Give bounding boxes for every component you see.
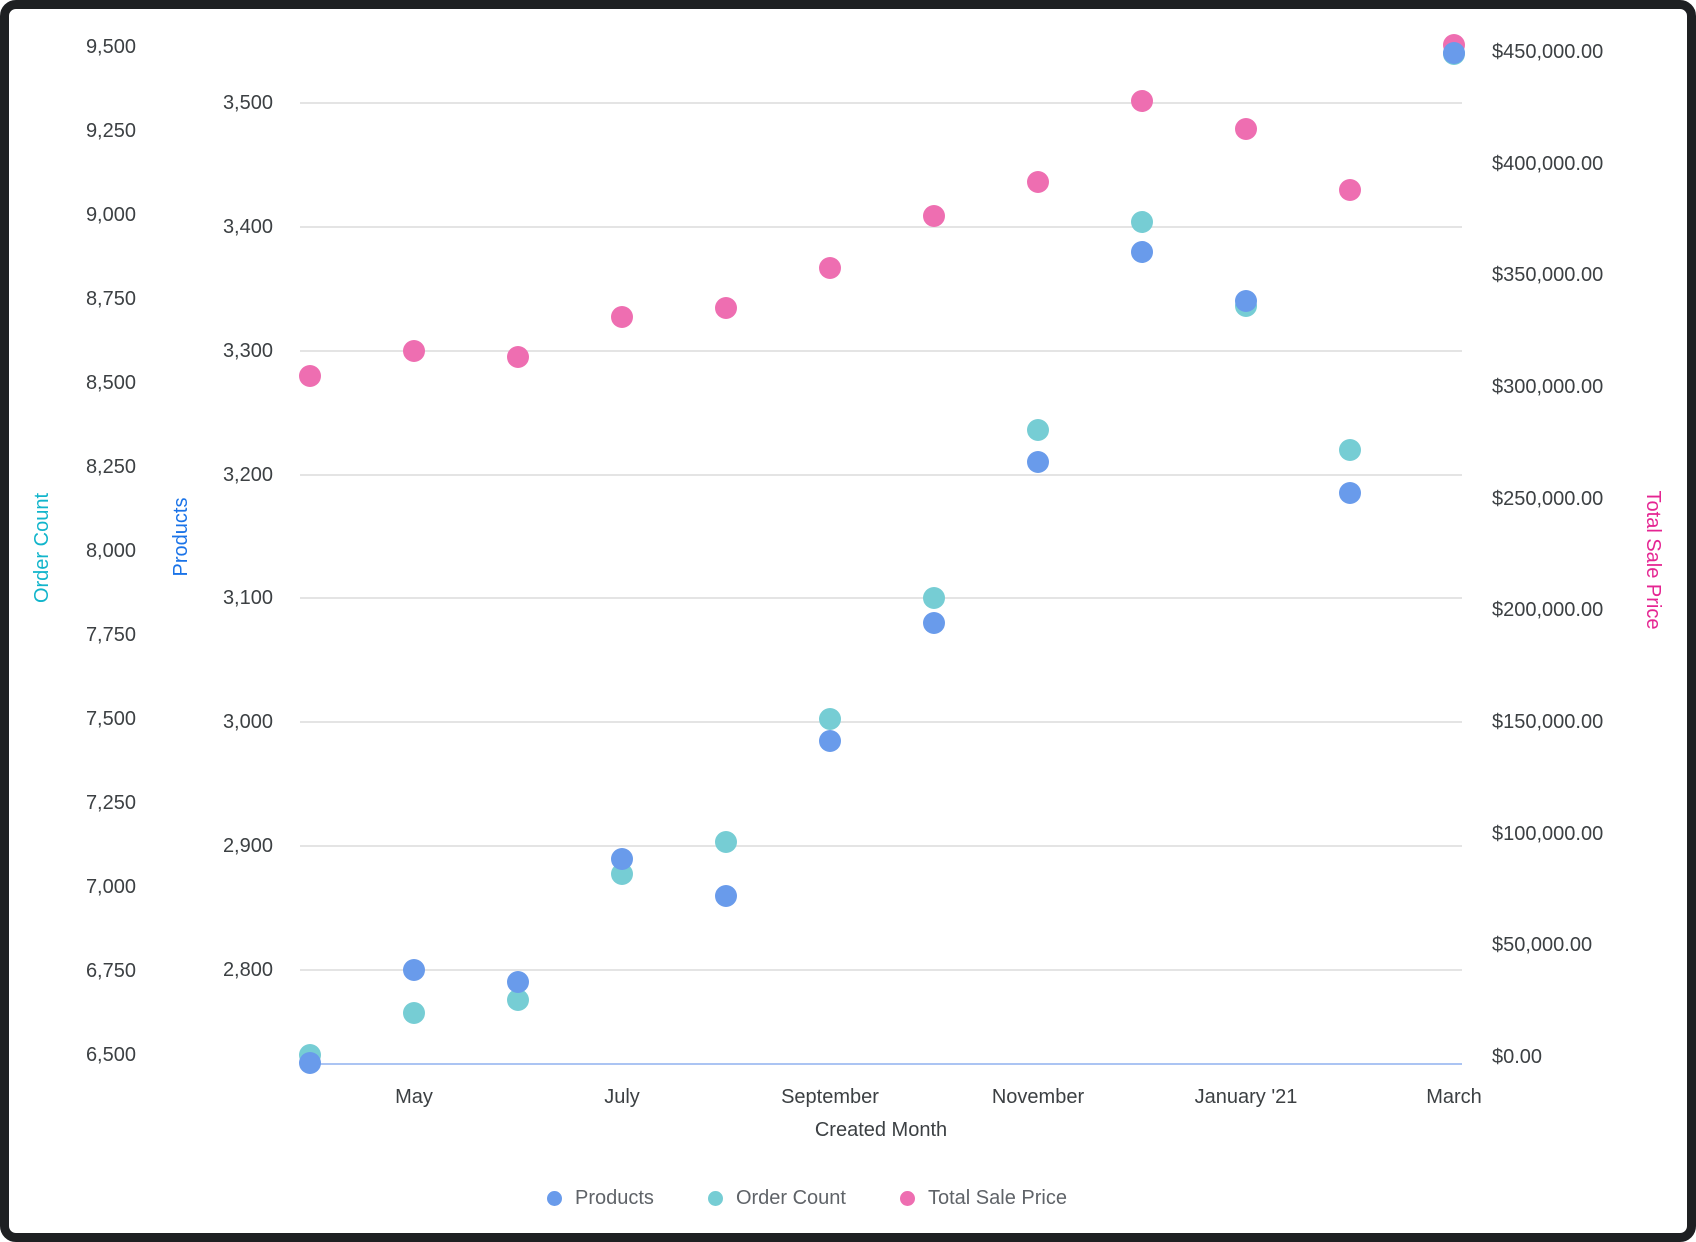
order-count-tick-label: 8,250 (85, 456, 136, 478)
total-sale-price-data-point[interactable] (611, 305, 633, 328)
order-count-tick-label: 7,750 (85, 624, 136, 646)
products-data-point[interactable] (611, 847, 633, 870)
legend-dot-icon (707, 1190, 723, 1206)
products-data-point[interactable] (1443, 42, 1465, 65)
legend-label: Products (575, 1187, 654, 1209)
gridline (300, 102, 1462, 104)
products-data-point[interactable] (819, 729, 841, 752)
x-axis-tick-label: May (395, 1086, 433, 1108)
x-axis-title: Created Month (814, 1119, 948, 1141)
order-count-tick-label: 7,500 (85, 708, 136, 730)
total-sale-price-tick-label: $350,000.00 (1492, 264, 1604, 287)
total-sale-price-data-point[interactable] (819, 256, 841, 279)
order-count-data-point[interactable] (819, 708, 841, 730)
total-sale-price-tick-label: $50,000.00 (1492, 934, 1593, 957)
products-data-point[interactable] (507, 971, 529, 994)
x-axis-tick-label: March (1426, 1086, 1482, 1108)
gridline (300, 721, 1462, 724)
products-data-point[interactable] (1027, 451, 1049, 474)
y-axis-title-products: Products (170, 497, 192, 577)
legend-label: Total Sale Price (928, 1187, 1067, 1209)
products-tick-label: 2,800 (222, 958, 273, 981)
products-tick-label: 3,000 (222, 711, 273, 734)
total-sale-price-tick-label: $150,000.00 (1492, 710, 1604, 733)
gridline (300, 968, 1462, 971)
x-axis-tick-label: January '21 (1194, 1086, 1298, 1108)
legend-item-order-count[interactable]: Order Count (707, 1187, 846, 1209)
total-sale-price-data-point[interactable] (403, 340, 425, 363)
legend-item-products[interactable]: Products (547, 1188, 654, 1208)
total-sale-price-data-point[interactable] (1339, 179, 1361, 202)
total-sale-price-data-point[interactable] (1235, 118, 1257, 141)
legend-dot-icon (900, 1190, 915, 1206)
x-axis-tick-label: July (604, 1086, 640, 1108)
legend-label: Order Count (735, 1187, 846, 1209)
order-count-tick-label: 9,000 (85, 204, 136, 226)
order-count-tick-label: 8,500 (85, 372, 136, 394)
y-axis-title-order-count: Order Count (31, 492, 53, 604)
products-data-point[interactable] (299, 1051, 321, 1074)
total-sale-price-data-point[interactable] (715, 296, 737, 319)
total-sale-price-data-point[interactable] (923, 205, 945, 228)
total-sale-price-tick-label: $300,000.00 (1492, 375, 1604, 398)
order-count-tick-label: 6,750 (85, 960, 136, 982)
total-sale-price-tick-label: $450,000.00 (1492, 41, 1604, 63)
gridline (300, 225, 1462, 228)
total-sale-price-data-point[interactable] (1131, 90, 1153, 113)
products-data-point[interactable] (1235, 290, 1257, 313)
total-sale-price-data-point[interactable] (507, 345, 529, 368)
total-sale-price-tick-label: $250,000.00 (1492, 487, 1604, 510)
products-data-point[interactable] (715, 884, 737, 907)
order-count-data-point[interactable] (1339, 439, 1361, 462)
order-count-tick-label: 8,000 (85, 540, 136, 562)
products-tick-label: 3,400 (222, 215, 273, 238)
gridline (300, 845, 1462, 848)
products-data-point[interactable] (1339, 482, 1361, 505)
products-tick-label: 3,100 (222, 587, 273, 610)
order-count-data-point[interactable] (1027, 419, 1049, 442)
order-count-data-point[interactable] (923, 587, 945, 610)
total-sale-price-tick-label: $100,000.00 (1492, 822, 1604, 845)
order-count-tick-label: 6,500 (85, 1044, 136, 1066)
order-count-data-point[interactable] (1131, 210, 1153, 233)
products-tick-label: 3,200 (222, 463, 273, 486)
total-sale-price-tick-label: $200,000.00 (1492, 599, 1604, 622)
total-sale-price-tick-label: $0.00 (1492, 1045, 1543, 1068)
order-count-tick-label: 9,250 (85, 120, 136, 142)
legend-item-total-sale-price[interactable]: Total Sale Price (900, 1188, 1067, 1208)
total-sale-price-data-point[interactable] (1027, 170, 1049, 193)
products-tick-label: 3,300 (222, 339, 273, 362)
x-axis-line (300, 1063, 1462, 1065)
total-sale-price-tick-label: $400,000.00 (1492, 152, 1604, 175)
legend: Products Order Count Total Sale Price (547, 1188, 1067, 1208)
products-data-point[interactable] (923, 612, 945, 635)
products-tick-label: 3,500 (222, 92, 273, 114)
products-tick-label: 2,900 (222, 835, 273, 858)
total-sale-price-data-point[interactable] (299, 364, 321, 387)
legend-dot-icon (547, 1190, 562, 1206)
gridline (300, 597, 1462, 600)
order-count-tick-label: 9,500 (85, 36, 136, 58)
products-data-point[interactable] (403, 958, 425, 981)
x-axis-tick-label: September (781, 1086, 879, 1108)
gridline (300, 473, 1462, 476)
x-axis-tick-label: November (991, 1086, 1085, 1108)
order-count-data-point[interactable] (715, 830, 737, 853)
order-count-tick-label: 7,250 (85, 792, 136, 814)
order-count-tick-label: 8,750 (85, 288, 136, 310)
products-data-point[interactable] (1131, 240, 1153, 263)
order-count-tick-label: 7,000 (85, 876, 136, 898)
y-axis-title-total-sale-price: Total Sale Price (1642, 490, 1664, 630)
order-count-data-point[interactable] (507, 988, 529, 1011)
order-count-data-point[interactable] (403, 1002, 425, 1024)
gridline (300, 349, 1462, 352)
